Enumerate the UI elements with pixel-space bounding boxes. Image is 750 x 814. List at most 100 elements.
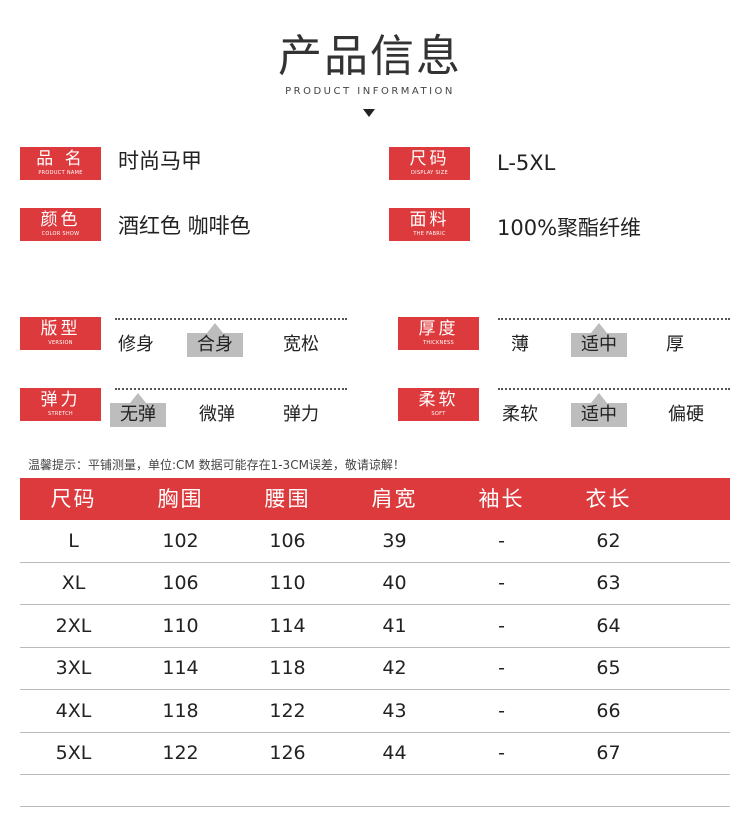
- option-loose: 宽松: [283, 334, 319, 355]
- option-thick: 厚: [666, 334, 684, 355]
- table-cell: 67: [596, 742, 621, 765]
- label-cn: 柔软: [418, 390, 459, 410]
- table-cell: -: [498, 614, 505, 637]
- table-cell: -: [498, 742, 505, 765]
- table-cell: 122: [162, 742, 199, 765]
- size-table: 尺码 胸围 腰围 肩宽 袖长 衣长 L 102 106 39 - 62 XL 106 110 40 - 63 2XL…: [20, 478, 730, 775]
- table-cell: 114: [269, 614, 306, 637]
- column-header: 袖长: [478, 487, 525, 511]
- option-slim: 修身: [118, 334, 154, 355]
- table-cell: 44: [382, 742, 407, 765]
- table-cell: XL: [61, 572, 86, 595]
- table-header: 尺码 胸围 腰围 肩宽 袖长 衣长: [20, 478, 730, 520]
- label-stretch: 弹力 STRETCH: [20, 388, 101, 421]
- column-header: 尺码: [50, 487, 97, 511]
- label-en: THICKNESS: [422, 340, 454, 346]
- table-row: XL 106 110 40 - 63: [20, 563, 730, 605]
- option-soft: 柔软: [502, 404, 538, 425]
- label-en: COLOR SHOW: [41, 231, 80, 237]
- table-row: 3XL 114 118 42 - 65: [20, 648, 730, 690]
- table-cell: 106: [269, 529, 306, 552]
- label-product-name: 品 名 PRODUCT NAME: [20, 147, 101, 180]
- label-cn: 厚度: [418, 319, 459, 339]
- option-hard: 偏硬: [668, 404, 704, 425]
- option-no-stretch-selected: 无弹: [110, 393, 166, 427]
- table-row: 2XL 110 114 41 - 64: [20, 605, 730, 648]
- label-cn: 版型: [40, 319, 81, 339]
- table-cell: 42: [382, 657, 407, 680]
- value-fabric: 100%聚酯纤维: [497, 216, 642, 240]
- table-row: 4XL 118 122 43 - 66: [20, 690, 730, 733]
- option-stretch: 弹力: [283, 404, 319, 425]
- table-cell: 118: [162, 699, 199, 722]
- label-cn: 尺码: [409, 149, 450, 169]
- label-en: VERSION: [48, 340, 73, 346]
- label-color: 颜色 COLOR SHOW: [20, 208, 101, 241]
- label-en: SOFT: [431, 411, 446, 417]
- table-row: 5XL 122 126 44 - 67: [20, 733, 730, 775]
- table-cell: 43: [382, 699, 407, 722]
- column-header: 衣长: [585, 487, 632, 511]
- table-cell: 65: [596, 657, 621, 680]
- table-cell: 64: [596, 614, 621, 637]
- column-header: 腰围: [264, 487, 311, 511]
- label-cn: 面料: [409, 210, 450, 230]
- table-cell: 39: [382, 529, 407, 552]
- measurement-note: 温馨提示：平铺测量，单位:CM 数据可能存在1-3CM误差，敬请谅解！: [28, 458, 405, 472]
- table-cell: 102: [162, 529, 199, 552]
- value-color: 酒红色 咖啡色: [118, 214, 251, 238]
- divider: [498, 318, 730, 320]
- table-cell: 110: [162, 614, 199, 637]
- table-cell: -: [498, 657, 505, 680]
- table-cell: 5XL: [55, 742, 92, 765]
- table-cell: 122: [269, 699, 306, 722]
- option-medium-selected: 适中: [571, 393, 627, 427]
- table-cell: 4XL: [55, 699, 92, 722]
- table-cell: 2XL: [55, 614, 92, 637]
- label-version: 版型 VERSION: [20, 317, 101, 350]
- option-slight-stretch: 微弹: [199, 404, 235, 425]
- label-cn: 颜色: [40, 210, 81, 230]
- table-cell: L: [68, 529, 79, 552]
- label-en: DISPLAY SIZE: [411, 170, 448, 176]
- label-soft: 柔软 SOFT: [398, 388, 479, 421]
- label-cn: 品 名: [36, 149, 85, 169]
- column-header: 肩宽: [371, 487, 418, 511]
- table-cell: 62: [596, 529, 621, 552]
- page-subtitle: PRODUCT INFORMATION: [285, 86, 455, 97]
- label-fabric: 面料 THE FABRIC: [389, 208, 470, 241]
- table-cell: 63: [596, 572, 621, 595]
- option-regular-selected: 合身: [187, 323, 243, 357]
- divider: [115, 318, 347, 320]
- table-cell: 114: [162, 657, 199, 680]
- divider: [498, 388, 730, 390]
- column-header: 胸围: [157, 487, 204, 511]
- option-thin: 薄: [511, 334, 529, 355]
- value-product-name: 时尚马甲: [118, 149, 202, 173]
- table-cell: 118: [269, 657, 306, 680]
- label-cn: 弹力: [40, 390, 81, 410]
- table-cell: -: [498, 529, 505, 552]
- label-en: PRODUCT NAME: [38, 170, 83, 176]
- option-medium-selected: 适中: [571, 323, 627, 357]
- triangle-down-icon: [363, 109, 375, 117]
- divider: [20, 806, 730, 807]
- table-cell: 66: [596, 699, 621, 722]
- table-row: L 102 106 39 - 62: [20, 520, 730, 563]
- table-cell: 110: [269, 572, 306, 595]
- table-cell: 40: [382, 572, 407, 595]
- table-cell: 41: [382, 614, 407, 637]
- value-size: L-5XL: [497, 151, 556, 175]
- table-cell: 3XL: [55, 657, 92, 680]
- label-en: STRETCH: [48, 411, 73, 417]
- divider: [115, 388, 347, 390]
- table-cell: 126: [269, 742, 306, 765]
- label-size: 尺码 DISPLAY SIZE: [389, 147, 470, 180]
- label-thickness: 厚度 THICKNESS: [398, 317, 479, 350]
- label-en: THE FABRIC: [413, 231, 446, 237]
- page-title: 产品信息: [278, 31, 462, 82]
- table-cell: 106: [162, 572, 199, 595]
- table-cell: -: [498, 572, 505, 595]
- table-cell: -: [498, 699, 505, 722]
